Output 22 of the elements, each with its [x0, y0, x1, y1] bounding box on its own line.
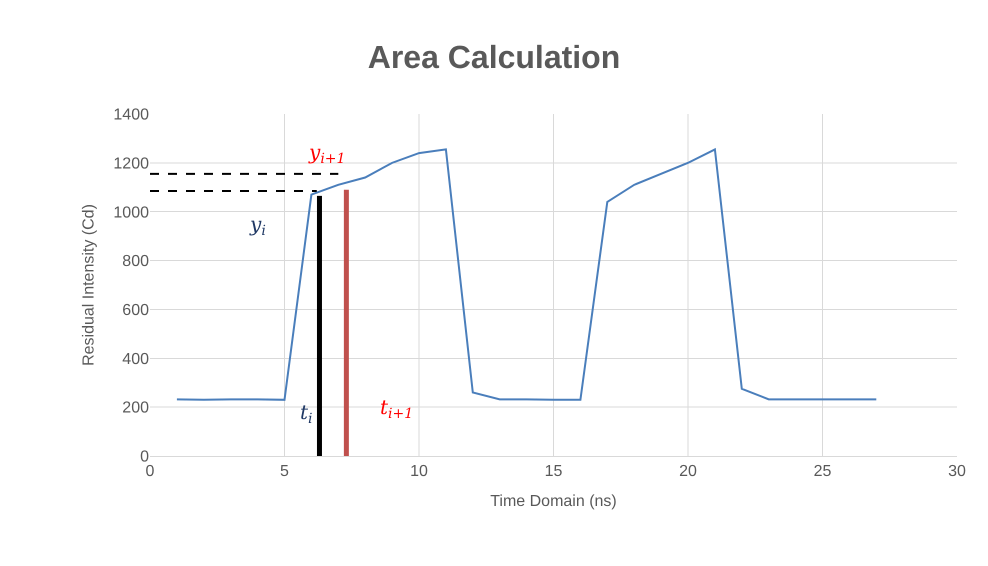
- y-tick-label: 800: [122, 253, 150, 270]
- annotation: y$_{i}$: [249, 212, 266, 240]
- x-tick-label: 30: [948, 463, 966, 480]
- x-axis-title: Time Domain (ns): [490, 492, 617, 510]
- x-tick-label: 10: [410, 463, 428, 480]
- y-tick-label: 600: [122, 302, 150, 320]
- y-tick-label: 200: [122, 400, 150, 417]
- annotation: t$_{i+1}$: [380, 395, 414, 422]
- y-axis-title: Residual Intensity (Cd): [80, 204, 98, 366]
- x-tick-label: 20: [679, 463, 697, 480]
- y-tick-label: 1400: [113, 106, 150, 124]
- annotation: y$_{i+1}$: [308, 140, 346, 168]
- line-series: [176, 148, 878, 401]
- y-tick-label: 1000: [113, 204, 150, 222]
- y-tick-label: 1200: [113, 155, 150, 172]
- annotation: t$_{i}$: [300, 400, 313, 428]
- x-tick-label: 15: [544, 463, 562, 480]
- x-tick-label: 5: [280, 463, 290, 480]
- y-tick-label: 400: [122, 350, 150, 368]
- chart-title: Area Calculation: [368, 38, 620, 75]
- x-tick-label: 25: [814, 463, 832, 480]
- y-tick-label: 0: [140, 448, 150, 466]
